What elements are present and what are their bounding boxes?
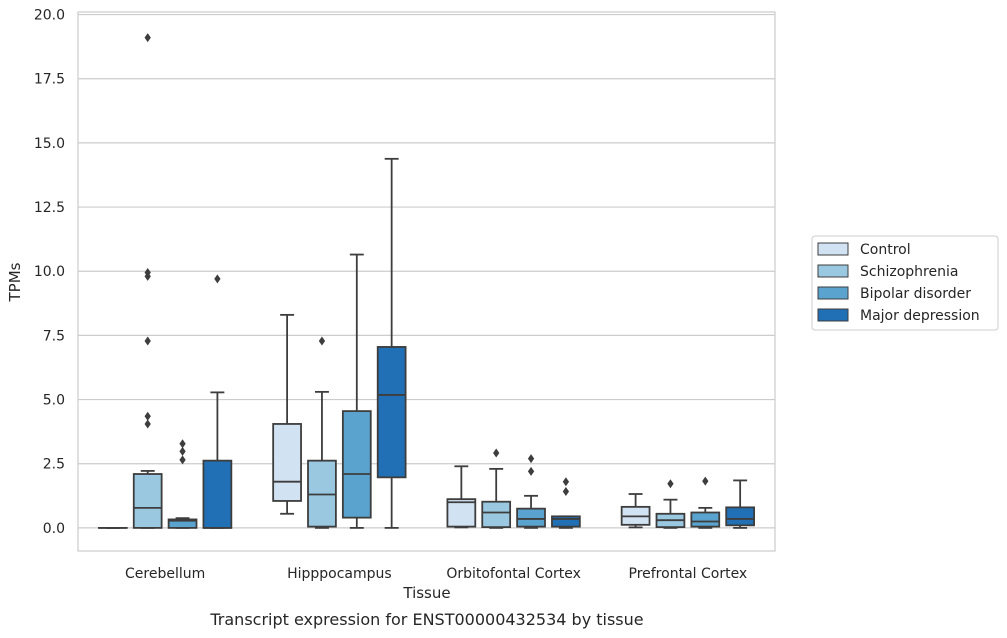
y-tick-label: 5.0: [43, 393, 65, 409]
legend-swatch: [817, 264, 849, 278]
x-tick-labels: Cerebellum Hipppocampus Orbitofontal Corte…: [125, 566, 747, 582]
y-tick-label: 17.5: [34, 72, 65, 88]
grid-layer: [78, 13, 775, 529]
y-tick-label: 15.0: [34, 136, 65, 152]
box-schizophrenia: [132, 33, 163, 529]
outlier-point: [562, 486, 570, 496]
legend-label: Bipolar disorder: [860, 286, 971, 302]
outlier-point: [179, 439, 186, 449]
legend-label: Major depression: [860, 308, 980, 324]
outlier-point: [667, 479, 674, 489]
iqr-box: [725, 506, 755, 527]
box-control: [272, 313, 302, 515]
x-axis-title: Tissue: [402, 584, 450, 602]
outlier-point: [214, 274, 221, 284]
iqr-box: [202, 459, 233, 529]
box-major-depression: [202, 274, 233, 529]
legend-label: Schizophrenia: [860, 264, 958, 280]
iqr-box: [167, 518, 198, 529]
iqr-box: [551, 515, 581, 528]
legend: Control Schizophrenia Bipolar disorder Majo…: [811, 235, 999, 331]
iqr-box: [690, 511, 721, 528]
box-schizophrenia: [307, 336, 337, 529]
iqr-box: [341, 410, 372, 519]
box-bipolar-disorder: [167, 439, 198, 529]
legend-swatch: [817, 242, 849, 256]
outlier-point: [527, 466, 535, 476]
box-major-depression: [725, 479, 755, 529]
y-tick-label: 0.0: [43, 521, 65, 537]
legend-item: Schizophrenia: [817, 264, 958, 280]
iqr-box: [376, 346, 407, 479]
legend-label: Control: [860, 242, 911, 258]
outlier-point: [144, 336, 151, 346]
y-tick-label: 20.0: [34, 8, 65, 24]
outlier-point: [318, 336, 326, 346]
iqr-box: [481, 500, 512, 529]
box-major-depression: [376, 157, 407, 529]
outlier-point: [179, 455, 186, 465]
y-tick-label: 7.5: [43, 328, 65, 344]
outlier-point: [144, 33, 151, 43]
box-bipolar-disorder: [690, 476, 721, 529]
box-layer: [98, 33, 755, 529]
box-schizophrenia: [481, 448, 512, 529]
box-bipolar-disorder: [341, 253, 372, 529]
box-major-depression: [551, 477, 581, 529]
outlier-point: [562, 477, 570, 487]
legend-item: Control: [817, 242, 911, 258]
x-tick-label: Orbitofontal Cortex: [446, 566, 581, 582]
box-control: [446, 465, 477, 529]
box-control: [620, 493, 651, 529]
legend-frame: [811, 235, 999, 331]
legend-item: Major depression: [817, 308, 980, 324]
x-tick-label: Hipppocampus: [287, 566, 392, 582]
legend-item: Bipolar disorder: [817, 286, 971, 302]
y-tick-label: 10.0: [34, 264, 65, 280]
y-tick-label: 12.5: [34, 200, 65, 216]
outlier-point: [179, 446, 186, 456]
outlier-point: [144, 411, 151, 421]
chart-caption: Transcript expression for ENST0000043253…: [209, 610, 643, 629]
x-tick-label: Prefrontal Cortex: [629, 566, 748, 582]
y-axis-title: TPMs: [6, 262, 24, 302]
y-tick-label: 2.5: [43, 457, 65, 473]
outlier-point: [527, 454, 535, 464]
y-tick-labels: 0.0 2.5 5.0 7.5 10.0 12.5 15.0 17.5 20.0: [34, 8, 65, 537]
outlier-point: [144, 268, 151, 278]
legend-swatch: [817, 308, 849, 322]
iqr-box: [446, 498, 477, 528]
plot-area: [77, 11, 776, 552]
x-tick-label: Cerebellum: [125, 566, 205, 582]
iqr-box: [516, 507, 546, 528]
box-schizophrenia: [655, 479, 686, 529]
outlier-point: [702, 476, 709, 486]
iqr-box: [272, 423, 302, 502]
iqr-box: [132, 473, 163, 529]
box-bipolar-disorder: [516, 454, 546, 529]
outlier-point: [493, 448, 500, 458]
legend-swatch: [817, 286, 849, 300]
outlier-point: [144, 419, 151, 429]
